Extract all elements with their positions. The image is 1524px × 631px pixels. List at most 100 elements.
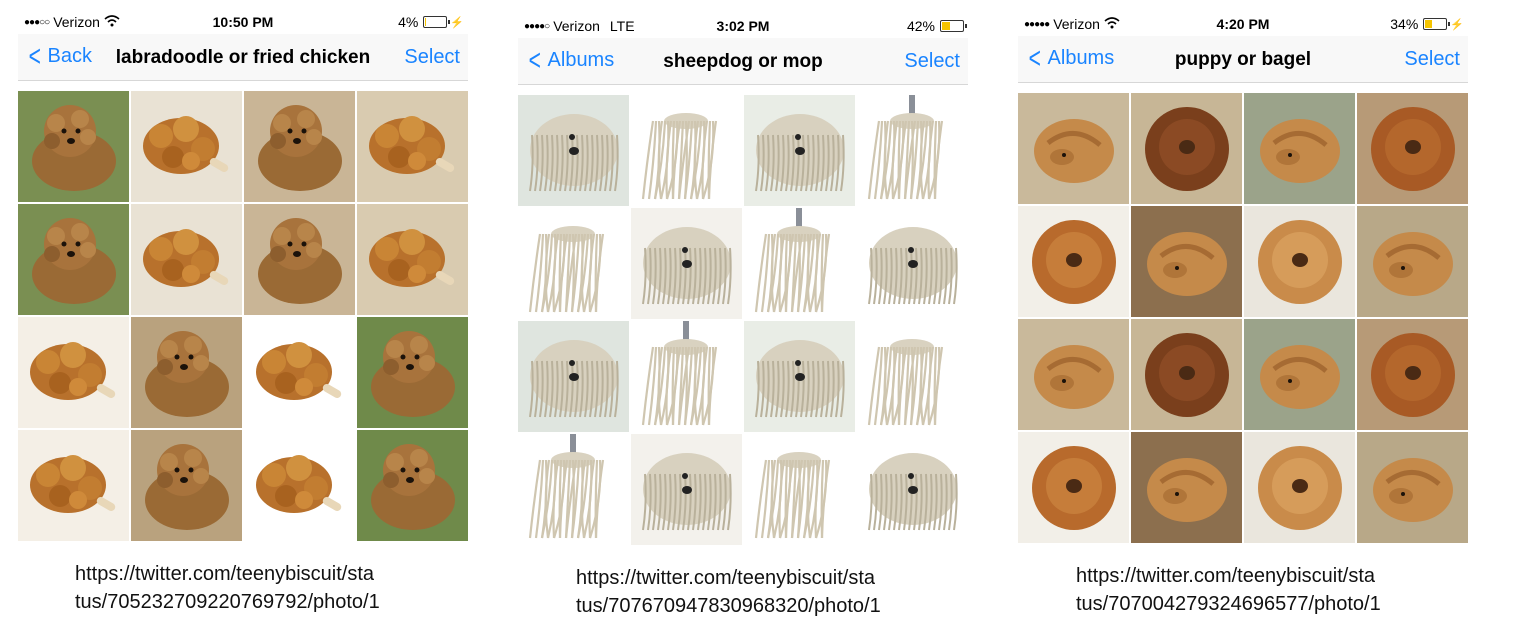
- photo-thumbnail-bagel[interactable]: [1244, 206, 1355, 317]
- source-caption: https://twitter.com/teenybiscuit/sta tus…: [576, 564, 916, 620]
- status-bar: ●●●●● Verizon 4:20 PM 34% ⚡: [1018, 12, 1468, 36]
- chevron-left-icon: <: [28, 39, 41, 73]
- navigation-bar: < Albums sheepdog or mop Select: [518, 38, 968, 85]
- navigation-bar: < Back labradoodle or fried chicken Sele…: [18, 34, 468, 81]
- caption-line-1: https://twitter.com/teenybiscuit/sta: [576, 567, 876, 589]
- photo-thumbnail-mop[interactable]: [744, 434, 855, 545]
- back-button[interactable]: < Albums: [1026, 41, 1115, 75]
- status-time: 3:02 PM: [716, 18, 770, 34]
- select-button[interactable]: Select: [1404, 48, 1460, 70]
- wifi-icon: [1104, 16, 1120, 32]
- photo-thumbnail-sheepdog[interactable]: [631, 434, 742, 545]
- status-bar: ●●●○○ Verizon 10:50 PM 4% ⚡: [18, 10, 468, 34]
- carrier-label: Verizon: [1053, 16, 1100, 32]
- photo-thumbnail-fried-chicken[interactable]: [244, 430, 355, 541]
- photo-thumbnail-sheepdog[interactable]: [744, 321, 855, 432]
- caption-line-2: tus/707004279324696577/photo/1: [1076, 593, 1381, 615]
- status-time: 4:20 PM: [1216, 16, 1270, 32]
- photo-thumbnail-bagel[interactable]: [1357, 93, 1468, 204]
- charging-icon: ⚡: [1450, 18, 1464, 31]
- battery-icon: [1423, 18, 1451, 30]
- photo-thumbnail-labradoodle[interactable]: [131, 317, 242, 428]
- photo-thumbnail-fried-chicken[interactable]: [244, 317, 355, 428]
- photo-thumbnail-fried-chicken[interactable]: [18, 430, 129, 541]
- photo-thumbnail-puppy[interactable]: [1018, 319, 1129, 430]
- charging-icon: ⚡: [450, 16, 464, 29]
- photo-thumbnail-bagel[interactable]: [1131, 93, 1242, 204]
- status-time: 10:50 PM: [212, 14, 274, 30]
- battery-fill: [942, 22, 950, 30]
- photo-thumbnail-fried-chicken[interactable]: [18, 317, 129, 428]
- select-button[interactable]: Select: [904, 50, 960, 72]
- back-button[interactable]: < Back: [26, 39, 92, 73]
- photo-thumbnail-fried-chicken[interactable]: [357, 91, 468, 202]
- photo-thumbnail-labradoodle[interactable]: [244, 91, 355, 202]
- signal-strength-icon: ●●●○○: [24, 16, 50, 28]
- photo-thumbnail-puppy[interactable]: [1131, 206, 1242, 317]
- photo-thumbnail-mop[interactable]: [857, 321, 968, 432]
- battery-percent: 34%: [1390, 16, 1419, 32]
- chevron-left-icon: <: [1028, 41, 1041, 75]
- network-type-label: LTE: [609, 18, 635, 34]
- navigation-bar: < Albums puppy or bagel Select: [1018, 36, 1468, 83]
- photo-thumbnail-mop[interactable]: [857, 95, 968, 206]
- photo-thumbnail-puppy[interactable]: [1018, 93, 1129, 204]
- carrier-label: Verizon: [553, 18, 600, 34]
- back-button[interactable]: < Albums: [526, 43, 615, 77]
- photo-thumbnail-sheepdog[interactable]: [857, 434, 968, 545]
- photo-thumbnail-mop[interactable]: [631, 321, 742, 432]
- photo-thumbnail-labradoodle[interactable]: [244, 204, 355, 315]
- photo-thumbnail-mop[interactable]: [518, 434, 629, 545]
- photo-thumbnail-sheepdog[interactable]: [744, 95, 855, 206]
- photo-thumbnail-labradoodle[interactable]: [131, 430, 242, 541]
- photo-thumbnail-sheepdog[interactable]: [518, 95, 629, 206]
- select-button[interactable]: Select: [404, 46, 460, 68]
- source-caption: https://twitter.com/teenybiscuit/sta tus…: [1076, 562, 1416, 618]
- caption-line-1: https://twitter.com/teenybiscuit/sta: [1076, 565, 1376, 587]
- photo-thumbnail-puppy[interactable]: [1131, 432, 1242, 543]
- photo-thumbnail-labradoodle[interactable]: [18, 204, 129, 315]
- photo-thumbnail-sheepdog[interactable]: [631, 208, 742, 319]
- wifi-icon: [104, 14, 120, 30]
- photo-thumbnail-labradoodle[interactable]: [357, 430, 468, 541]
- photo-thumbnail-bagel[interactable]: [1018, 432, 1129, 543]
- album-title: labradoodle or fried chicken: [115, 47, 371, 68]
- photo-thumbnail-labradoodle[interactable]: [18, 91, 129, 202]
- battery-fill: [1425, 20, 1433, 28]
- caption-line-2: tus/707670947830968320/photo/1: [576, 595, 881, 617]
- phone-panel-3: ●●●●● Verizon 4:20 PM 34% ⚡ < Albums pup…: [1018, 12, 1468, 543]
- photo-thumbnail-puppy[interactable]: [1357, 206, 1468, 317]
- photo-thumbnail-puppy[interactable]: [1244, 319, 1355, 430]
- photo-thumbnail-mop[interactable]: [744, 208, 855, 319]
- photo-thumbnail-fried-chicken[interactable]: [131, 204, 242, 315]
- caption-line-1: https://twitter.com/teenybiscuit/sta: [75, 563, 375, 585]
- chevron-left-icon: <: [528, 43, 541, 77]
- photo-grid: [1018, 93, 1468, 543]
- battery-percent: 4%: [398, 14, 419, 30]
- album-title: sheepdog or mop: [663, 51, 823, 72]
- photo-thumbnail-mop[interactable]: [631, 95, 742, 206]
- photo-thumbnail-bagel[interactable]: [1357, 319, 1468, 430]
- photo-thumbnail-sheepdog[interactable]: [518, 321, 629, 432]
- photo-grid: [18, 91, 468, 541]
- back-button-label: Albums: [1047, 47, 1115, 69]
- photo-thumbnail-bagel[interactable]: [1244, 432, 1355, 543]
- photo-thumbnail-bagel[interactable]: [1131, 319, 1242, 430]
- photo-thumbnail-puppy[interactable]: [1244, 93, 1355, 204]
- photo-grid: [518, 95, 968, 545]
- photo-thumbnail-bagel[interactable]: [1018, 206, 1129, 317]
- photo-thumbnail-labradoodle[interactable]: [357, 317, 468, 428]
- photo-thumbnail-fried-chicken[interactable]: [131, 91, 242, 202]
- signal-strength-icon: ●●●●○: [524, 20, 550, 32]
- photo-thumbnail-fried-chicken[interactable]: [357, 204, 468, 315]
- photo-thumbnail-mop[interactable]: [518, 208, 629, 319]
- back-button-label: Albums: [547, 49, 615, 71]
- back-button-label: Back: [47, 45, 92, 67]
- battery-fill: [425, 18, 427, 26]
- carrier-label: Verizon: [53, 14, 100, 30]
- album-title: puppy or bagel: [1174, 49, 1312, 70]
- photo-thumbnail-sheepdog[interactable]: [857, 208, 968, 319]
- photo-thumbnail-puppy[interactable]: [1357, 432, 1468, 543]
- battery-percent: 42%: [906, 18, 935, 34]
- caption-line-2: tus/705232709220769792/photo/1: [75, 591, 380, 613]
